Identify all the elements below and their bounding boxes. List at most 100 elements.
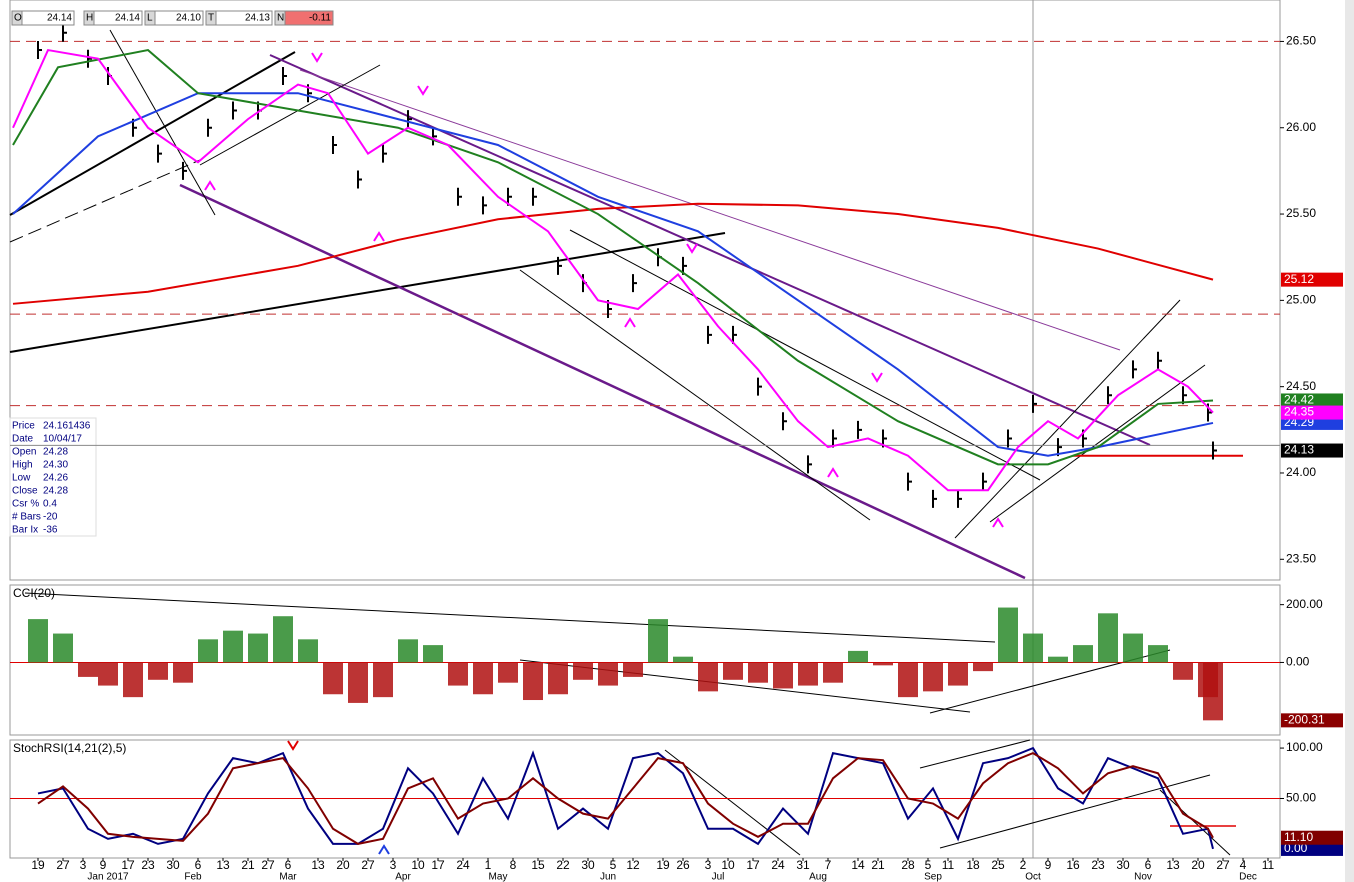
info-value: 24.30 — [43, 460, 68, 471]
x-tick-label: 11 — [1262, 858, 1275, 872]
header-value-box — [93, 10, 143, 26]
month-label: Sep — [924, 872, 942, 882]
cci-bar — [273, 616, 293, 663]
cci-bar — [473, 662, 493, 695]
trend-line — [109, 29, 216, 216]
cci-bar — [573, 662, 593, 680]
x-tick-label: 17 — [121, 858, 135, 872]
trend-lines — [9, 29, 1236, 856]
x-tick-label: 3 — [390, 858, 397, 872]
month-label: Jun — [600, 872, 616, 882]
cci-bar — [898, 662, 918, 698]
indicator-line — [12, 48, 1214, 466]
info-key: Open — [12, 447, 36, 458]
indicator-line — [37, 751, 1214, 845]
price-bar — [37, 41, 42, 60]
cci-bar — [198, 639, 218, 663]
cci-bar — [28, 619, 48, 663]
value-box — [1281, 272, 1343, 287]
cci-bar — [923, 662, 943, 692]
month-label: Mar — [279, 872, 297, 882]
header-value-box — [284, 10, 334, 26]
price-bar — [382, 144, 387, 163]
channel-line — [179, 183, 1026, 580]
stoch-trend — [1159, 789, 1231, 856]
x-tick-label: 3 — [80, 858, 87, 872]
price-bar — [832, 429, 837, 448]
x-tick-label: 18 — [966, 858, 980, 872]
value-box — [1281, 393, 1343, 408]
panel-frames — [9, 0, 1281, 859]
price-bar — [407, 110, 412, 129]
info-key: # Bars — [12, 512, 41, 523]
value-box — [1281, 841, 1343, 856]
x-tick-label: 23 — [1091, 858, 1105, 872]
x-tick-label: 21 — [871, 858, 885, 872]
x-tick-label: 27 — [261, 858, 275, 872]
cci-bar — [598, 662, 618, 686]
info-key: Date — [12, 434, 34, 445]
value-box-label: 11.10 — [1284, 830, 1313, 844]
value-box — [1281, 405, 1343, 420]
x-tick-label: 13 — [216, 858, 230, 872]
value-box-label: -200.31 — [1284, 713, 1325, 727]
x-tick-label: 12 — [626, 858, 640, 872]
trend-line — [519, 269, 871, 521]
header-key: H — [86, 13, 93, 24]
cci-bar — [498, 662, 518, 683]
channel-line — [299, 69, 1121, 351]
y-tick-label: 25.00 — [1286, 293, 1316, 307]
month-label: Dec — [1239, 872, 1257, 882]
price-bar — [1107, 386, 1112, 405]
cci-bar — [173, 662, 193, 683]
stoch-high — [287, 740, 299, 751]
cci-bar — [523, 662, 543, 701]
cci-bar — [698, 662, 718, 692]
trend-line — [9, 51, 296, 216]
price-bar — [1132, 360, 1137, 379]
price-bar — [982, 472, 987, 491]
month-label: Oct — [1025, 872, 1041, 882]
cci-bar — [398, 639, 418, 663]
cci-bar — [948, 662, 968, 686]
value-box-label: 24.13 — [1284, 443, 1314, 457]
month-label: Feb — [184, 872, 202, 882]
cci-bar — [623, 662, 643, 677]
x-tick-label: 20 — [1191, 858, 1205, 872]
swing-low — [992, 517, 1004, 528]
month-label: Jan 2017 — [87, 872, 129, 882]
cci-bar — [298, 639, 318, 663]
cci-bar — [648, 619, 668, 663]
y-tick-label: 23.50 — [1286, 551, 1316, 565]
price-bar — [157, 144, 162, 163]
x-tick-label: 2 — [1020, 858, 1027, 872]
month-label: Aug — [809, 872, 827, 882]
info-value: 24.28 — [43, 447, 68, 458]
x-tick-label: 24 — [456, 858, 470, 872]
stoch-trend — [664, 749, 801, 856]
x-tick-label: 27 — [56, 858, 70, 872]
info-value: 24.161436 — [43, 421, 91, 432]
info-key: Price — [12, 421, 35, 432]
cci-bar — [78, 662, 98, 677]
x-tick-label: 15 — [531, 858, 545, 872]
x-tick-label: 27 — [361, 858, 375, 872]
cci-bar — [248, 633, 268, 663]
x-tick-label: 17 — [746, 858, 760, 872]
y-tick-label: 200.00 — [1286, 597, 1323, 611]
y-tick-label: 26.50 — [1286, 34, 1316, 48]
price-bar — [207, 118, 212, 137]
y-tick-label: 100.00 — [1286, 740, 1323, 754]
price-bar — [532, 187, 537, 206]
x-tick-label: 1 — [485, 858, 492, 872]
cci-bar — [998, 607, 1018, 663]
x-tick-label: 11 — [942, 858, 955, 872]
cci-bar — [673, 656, 693, 663]
x-tick-label: 4 — [1240, 858, 1247, 872]
header-key: N — [277, 13, 284, 24]
x-tick-label: 19 — [31, 858, 45, 872]
price-bar — [332, 136, 337, 154]
stoch-panel — [9, 739, 1281, 859]
